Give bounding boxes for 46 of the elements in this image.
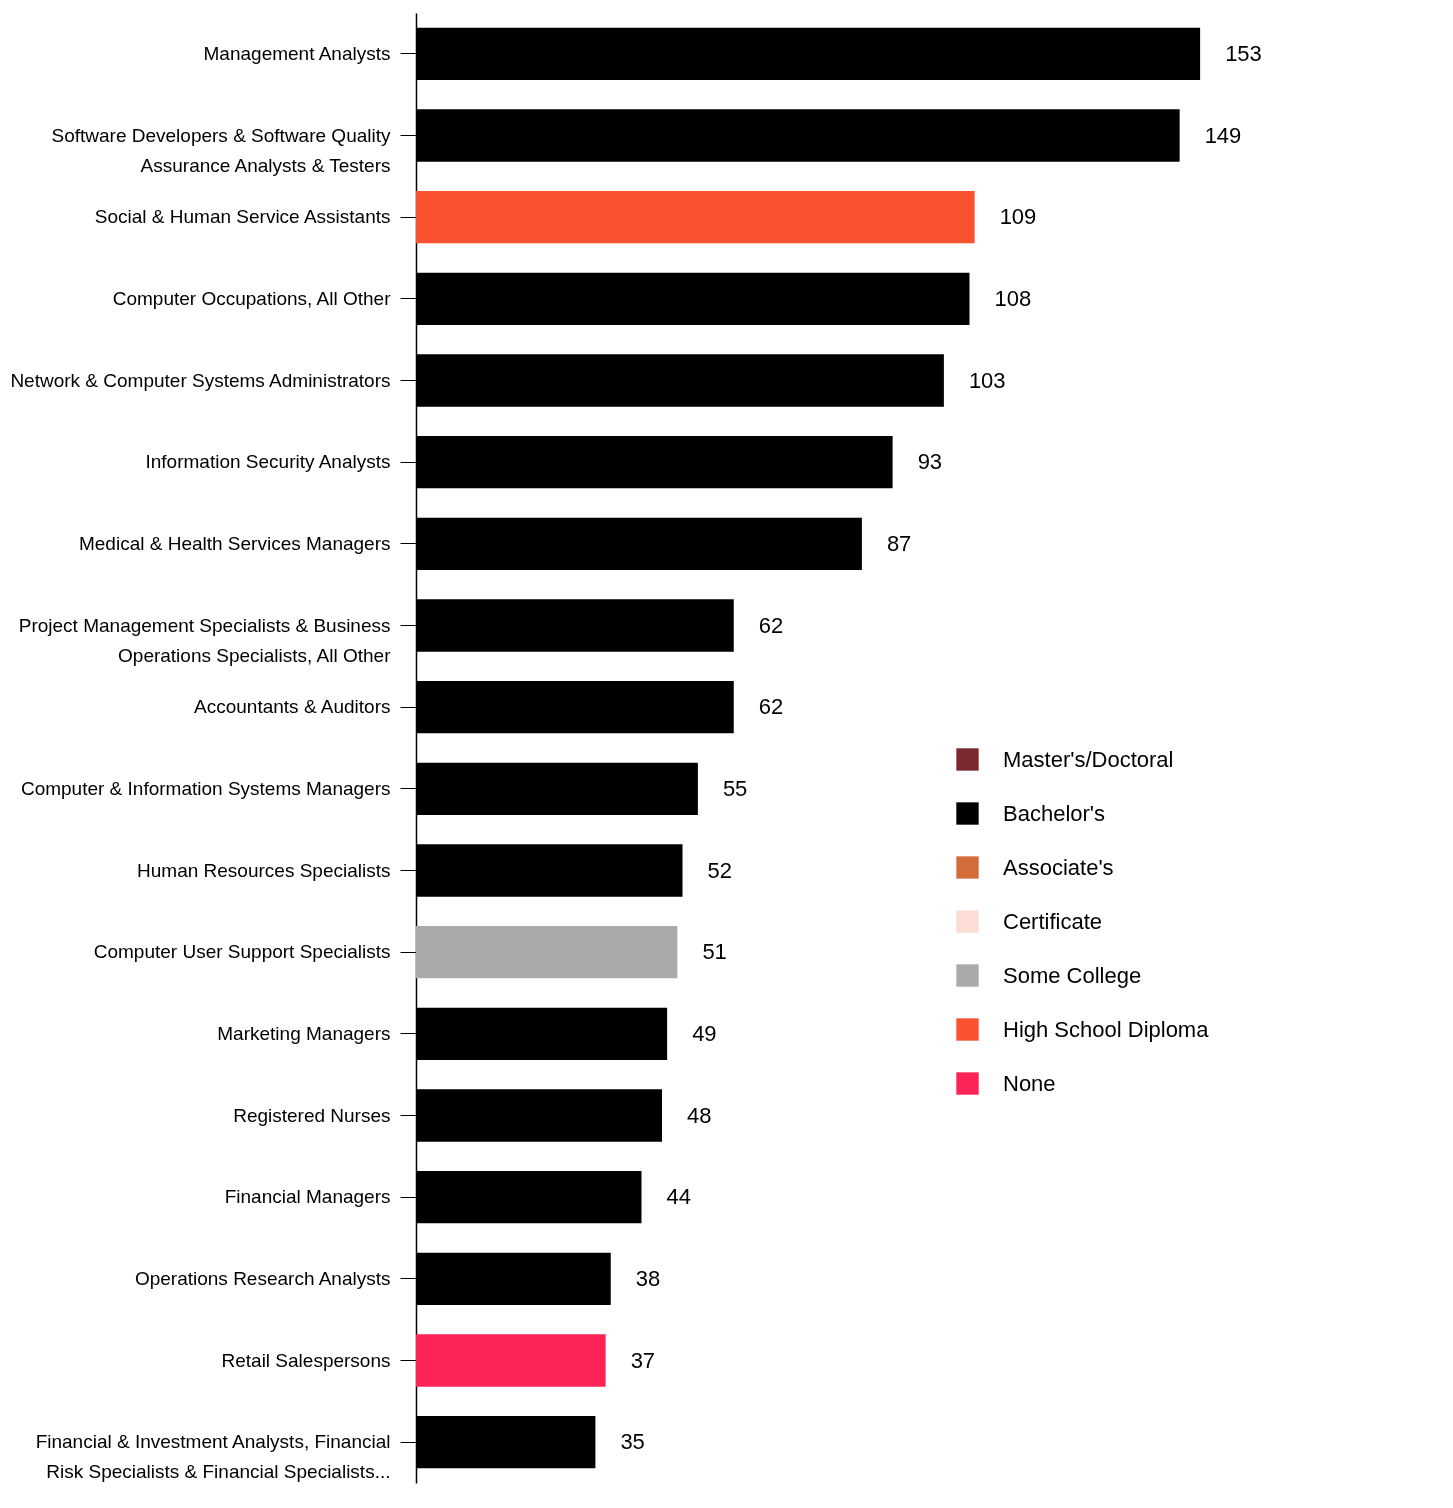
data-label: 109 — [999, 204, 1037, 230]
y-tick-label: Computer User Support Specialists — [93, 941, 391, 963]
data-label: 153 — [1225, 40, 1262, 66]
y-tick-label: Project Management Specialists & Business Operations Specialists, All Other — [18, 614, 392, 666]
bar — [416, 926, 678, 979]
y-tick-label: Medical & Health Services Managers — [78, 532, 391, 554]
data-label: 49 — [692, 1020, 717, 1046]
legend-label: None — [1003, 1070, 1056, 1096]
data-label: 37 — [630, 1347, 656, 1373]
legend-label: Associate's — [1003, 854, 1114, 880]
legend-label: Bachelor's — [1003, 800, 1106, 826]
y-tick-label: Accountants & Auditors — [194, 696, 391, 718]
data-label: 149 — [1204, 122, 1242, 148]
y-tick-label: Management Analysts — [203, 42, 391, 64]
data-label: 35 — [620, 1429, 645, 1455]
y-tick-label: Operations Research Analysts — [134, 1267, 391, 1289]
y-tick-label: Computer & Information Systems Managers — [20, 777, 391, 799]
y-tick-label: Human Resources Specialists — [137, 859, 391, 881]
data-label: 62 — [758, 612, 784, 638]
legend-label: Master's/Doctoral — [1003, 746, 1174, 772]
data-label: 44 — [666, 1184, 691, 1210]
data-label: 87 — [886, 530, 912, 556]
bar — [416, 191, 975, 244]
data-label: 62 — [758, 694, 784, 720]
data-label: 55 — [722, 775, 748, 801]
legend-label: Certificate — [1003, 908, 1103, 934]
legend-label: High School Diploma — [1003, 1016, 1210, 1042]
y-tick-label: Social & Human Service Assistants — [94, 206, 391, 228]
y-tick-label: Retail Salespersons — [221, 1349, 391, 1371]
y-tick-label: Marketing Managers — [217, 1022, 391, 1044]
data-label: 51 — [702, 939, 727, 965]
data-label: 93 — [917, 449, 943, 475]
y-tick-label: Registered Nurses — [233, 1104, 391, 1126]
y-tick-label: Financial & Investment Analysts, Financial Risk Specialists & Financial Specialists... — [35, 1431, 391, 1483]
y-tick-label: Computer Occupations, All Other — [112, 287, 392, 309]
legend-label: Some College — [1003, 962, 1142, 988]
data-label: 103 — [968, 367, 1006, 393]
data-label: 48 — [687, 1102, 712, 1128]
data-label: 108 — [994, 285, 1032, 311]
bar — [416, 1334, 606, 1387]
y-tick-label: Information Security Analysts — [145, 451, 391, 473]
data-label: 38 — [635, 1265, 661, 1291]
y-tick-label: Network & Computer Systems Administrators — [10, 369, 391, 391]
y-tick-label: Financial Managers — [224, 1186, 391, 1208]
y-tick-label: Software Developers & Software Quality Assurance Analysts & Testers — [51, 124, 391, 176]
data-label: 52 — [707, 857, 732, 883]
